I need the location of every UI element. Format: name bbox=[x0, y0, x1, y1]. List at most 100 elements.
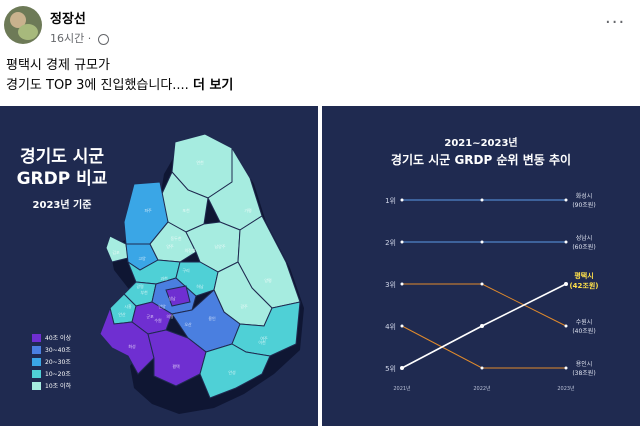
region-label: 고양 bbox=[138, 255, 146, 261]
region-label: 안성 bbox=[228, 369, 236, 375]
x-tick-label: 2021년 bbox=[393, 385, 411, 392]
legend-item: 10~20조 bbox=[32, 368, 71, 379]
legend-label: 40조 이상 bbox=[45, 335, 72, 342]
region-label: 광주 bbox=[240, 303, 248, 309]
map-title-line2: GRDP 비교 bbox=[16, 169, 108, 189]
author-name[interactable]: 정장선 bbox=[50, 12, 86, 27]
series-name-label: 평택시 bbox=[574, 271, 593, 280]
legend: 40조 이상 30~40조 20~30조 10~20조 10조 이하 bbox=[32, 332, 71, 392]
region-label: 의왕 bbox=[166, 313, 174, 319]
y-tick-label: 4위 bbox=[385, 323, 396, 331]
chart-image[interactable]: 2021~2023년 경기도 시군 GRDP 순위 변동 추이 1위 2위 3위 4위… bbox=[322, 106, 640, 426]
series-point bbox=[480, 324, 484, 328]
series-line bbox=[401, 325, 566, 369]
region-label: 김포 bbox=[112, 249, 120, 255]
y-tick-label: 1위 bbox=[385, 197, 396, 205]
legend-label: 20~30조 bbox=[45, 359, 71, 366]
legend-label: 10~20조 bbox=[45, 371, 71, 378]
legend-swatch bbox=[32, 369, 41, 378]
x-tick-label: 2022년 bbox=[473, 385, 491, 392]
series-point bbox=[480, 366, 484, 370]
map-title-line1: 경기도 시군 bbox=[19, 147, 105, 167]
region-label: 부천 bbox=[140, 289, 148, 295]
y-tick-label: 3위 bbox=[385, 281, 396, 289]
avatar[interactable] bbox=[4, 6, 42, 44]
chart-subtitle: 2021~2023년 bbox=[444, 138, 518, 149]
region-label: 광명 bbox=[136, 283, 144, 289]
series-name-label: 용인시 bbox=[576, 361, 593, 368]
region-hwaseong bbox=[99, 306, 155, 375]
chart-title: 경기도 시군 GRDP 순위 변동 추이 bbox=[390, 153, 572, 167]
region-label: 구리 bbox=[182, 267, 190, 273]
series-point bbox=[564, 324, 568, 328]
x-tick-label: 2023년 bbox=[557, 385, 575, 392]
map-title: 경기도 시군 GRDP 비교 2023년 기준 bbox=[12, 146, 112, 211]
legend-swatch bbox=[32, 381, 41, 390]
post-text-line-2: 경기도 TOP 3에 진입했습니다.... 더 보기 bbox=[6, 76, 626, 96]
region-label: 파주 bbox=[144, 207, 152, 213]
region-label: 안양 bbox=[158, 303, 166, 309]
series-value-label: (42조원) bbox=[569, 281, 598, 290]
post-time[interactable]: 16시간 bbox=[50, 32, 85, 45]
region-label: 양주 bbox=[166, 243, 174, 249]
series-point bbox=[564, 198, 568, 202]
series-point bbox=[564, 366, 568, 370]
region-label: 시흥 bbox=[124, 303, 132, 309]
region-label: 여주 bbox=[260, 335, 268, 341]
series-point bbox=[564, 240, 568, 244]
map-subtitle: 2023년 기준 bbox=[32, 200, 92, 211]
legend-item: 10조 이하 bbox=[32, 380, 71, 391]
post-meta: 16시간 · bbox=[50, 30, 109, 46]
region-label: 평택 bbox=[172, 363, 180, 369]
post-text: 평택시 경제 규모가 경기도 TOP 3에 진입했습니다.... 더 보기 bbox=[6, 56, 626, 96]
map-image[interactable]: 경기도 시군 GRDP 비교 2023년 기준 bbox=[0, 106, 318, 426]
rank-chart-svg: 1위 2위 3위 4위 5위 2021년 2022년 2023년 화성시(90조원) 성남시(60… bbox=[385, 192, 598, 392]
region-gimpo bbox=[105, 235, 129, 263]
post-header: 정장선 16시간 · ··· bbox=[0, 0, 640, 52]
post-text-line-2-body: 경기도 TOP 3에 진입했습니다.... bbox=[6, 78, 193, 93]
region-label: 가평 bbox=[244, 207, 252, 213]
region-label: 이천 bbox=[258, 339, 266, 345]
series-value-label: (38조원) bbox=[572, 369, 595, 377]
see-more-link[interactable]: 더 보기 bbox=[192, 78, 234, 93]
series-point bbox=[400, 240, 404, 244]
series-point bbox=[480, 198, 484, 202]
series-point bbox=[564, 282, 568, 286]
legend-label: 10조 이하 bbox=[45, 383, 72, 390]
region-label: 군포 bbox=[146, 314, 154, 319]
region-anseong bbox=[199, 343, 271, 399]
region-label: 과천 bbox=[160, 275, 168, 281]
region-hwaseong-north bbox=[165, 285, 191, 307]
region-label: 남양주 bbox=[214, 243, 225, 249]
region-label: 화성 bbox=[128, 343, 136, 349]
y-tick-label: 5위 bbox=[385, 365, 396, 373]
region-label: 동두천 bbox=[170, 235, 181, 241]
legend-label: 30~40조 bbox=[45, 347, 71, 354]
series-point bbox=[480, 240, 484, 244]
region-label: 오산 bbox=[184, 321, 192, 327]
series-point bbox=[480, 282, 484, 286]
legend-item: 40조 이상 bbox=[32, 332, 71, 343]
series-point bbox=[400, 366, 404, 370]
region-label: 포천 bbox=[182, 207, 190, 213]
series-name-label: 성남시 bbox=[576, 234, 593, 242]
globe-icon bbox=[97, 33, 109, 45]
legend-item: 20~30조 bbox=[32, 356, 71, 367]
legend-swatch bbox=[32, 345, 41, 354]
region-label: 안산 bbox=[118, 311, 126, 317]
y-tick-label: 2위 bbox=[385, 239, 396, 247]
series-value-label: (60조원) bbox=[572, 243, 595, 251]
series-name-label: 화성시 bbox=[576, 192, 593, 200]
legend-swatch bbox=[32, 357, 41, 366]
series-point bbox=[400, 198, 404, 202]
legend-swatch bbox=[32, 333, 41, 342]
series-point bbox=[400, 282, 404, 286]
series-point bbox=[400, 324, 404, 328]
more-options-icon[interactable]: ··· bbox=[605, 12, 626, 33]
legend-item: 30~40조 bbox=[32, 344, 71, 355]
region-label: 수원 bbox=[154, 317, 162, 323]
series-value-label: (90조원) bbox=[572, 201, 595, 209]
region-label: 의정부 bbox=[184, 247, 195, 253]
